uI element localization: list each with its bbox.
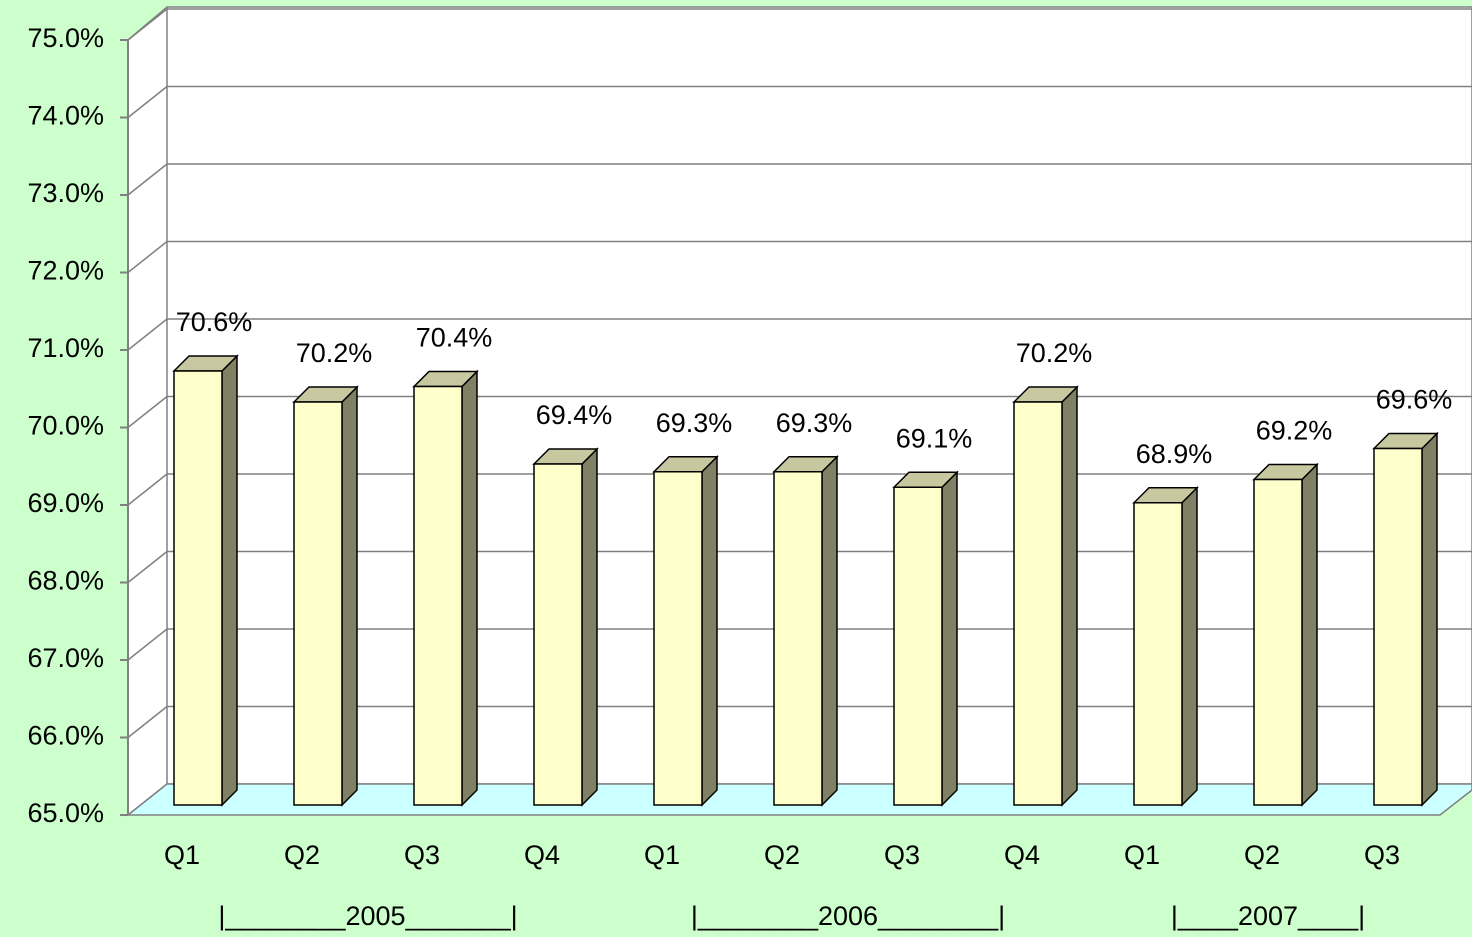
x-tick-label: Q1 [644, 840, 680, 870]
group-label: |________2005_______| [218, 901, 517, 931]
value-label: 70.6% [176, 307, 253, 337]
bar [772, 454, 839, 807]
bar-front [413, 385, 463, 806]
value-label: 69.3% [656, 408, 733, 438]
bar-side [461, 369, 478, 807]
group-label: |________2006________| [691, 901, 1005, 931]
bar-side [1061, 385, 1078, 807]
y-tick-label: 74.0% [27, 101, 104, 131]
grid-line [127, 163, 168, 196]
bar [1012, 385, 1079, 807]
grid-line [127, 628, 168, 661]
bar [172, 354, 239, 807]
grid-line [127, 473, 168, 506]
y-tick-label: 67.0% [27, 643, 104, 673]
value-label: 70.2% [296, 338, 373, 368]
group-label: |____2007____| [1171, 901, 1365, 931]
grid-line [127, 318, 168, 351]
grid-line [127, 240, 168, 274]
bar-side [701, 454, 718, 807]
value-label: 69.2% [1256, 416, 1333, 446]
bar [412, 369, 479, 807]
x-tick-label: Q2 [764, 840, 800, 870]
bar-front [533, 463, 583, 806]
x-tick-label: Q4 [524, 840, 560, 870]
bar [892, 470, 959, 807]
value-label: 69.1% [896, 423, 973, 453]
bar-front [173, 370, 223, 806]
grid-line [127, 395, 168, 429]
x-tick-label: Q3 [884, 840, 920, 870]
bar-side [221, 354, 238, 807]
bar-side [1301, 462, 1318, 807]
grid-line [127, 8, 168, 41]
grid-line [127, 550, 168, 584]
bar-front [1013, 401, 1063, 806]
bar [1132, 485, 1199, 807]
y-tick-label: 75.0% [27, 23, 104, 53]
bar [1252, 462, 1319, 807]
grid-line [127, 705, 168, 739]
y-tick-label: 73.0% [27, 178, 104, 208]
x-tick-label: Q2 [1244, 840, 1280, 870]
value-label: 70.4% [416, 323, 493, 353]
value-label: 70.2% [1016, 338, 1093, 368]
bar-side [1421, 431, 1438, 807]
bar-front [1253, 478, 1303, 806]
y-tick-label: 70.0% [27, 411, 104, 441]
y-tick-label: 72.0% [27, 256, 104, 286]
bar-side [341, 385, 358, 807]
y-tick-label: 71.0% [27, 333, 104, 363]
value-label: 69.6% [1376, 385, 1453, 415]
y-tick-label: 68.0% [27, 566, 104, 596]
bar [292, 385, 359, 807]
x-tick-label: Q2 [284, 840, 320, 870]
grid-line [127, 85, 168, 119]
bar-side [581, 447, 598, 807]
bar-side [1181, 485, 1198, 807]
bar-front [653, 471, 703, 806]
bar-side [821, 454, 838, 807]
bar-front [773, 471, 823, 806]
bar-side [941, 470, 958, 807]
bar-front [1133, 502, 1183, 806]
x-tick-label: Q1 [1124, 840, 1160, 870]
y-tick-label: 66.0% [27, 721, 104, 751]
value-label: 69.3% [776, 408, 853, 438]
bar [532, 447, 599, 807]
value-label: 68.9% [1136, 439, 1213, 469]
value-label: 69.4% [536, 400, 613, 430]
x-tick-label: Q3 [404, 840, 440, 870]
bar-front [1373, 447, 1423, 806]
bar [652, 454, 719, 807]
x-tick-label: Q3 [1364, 840, 1400, 870]
bar [1372, 431, 1439, 807]
bar-front [293, 401, 343, 806]
y-tick-label: 69.0% [27, 488, 104, 518]
x-tick-label: Q4 [1004, 840, 1040, 870]
y-tick-label: 65.0% [27, 798, 104, 828]
bar-front [893, 486, 943, 806]
x-tick-label: Q1 [164, 840, 200, 870]
